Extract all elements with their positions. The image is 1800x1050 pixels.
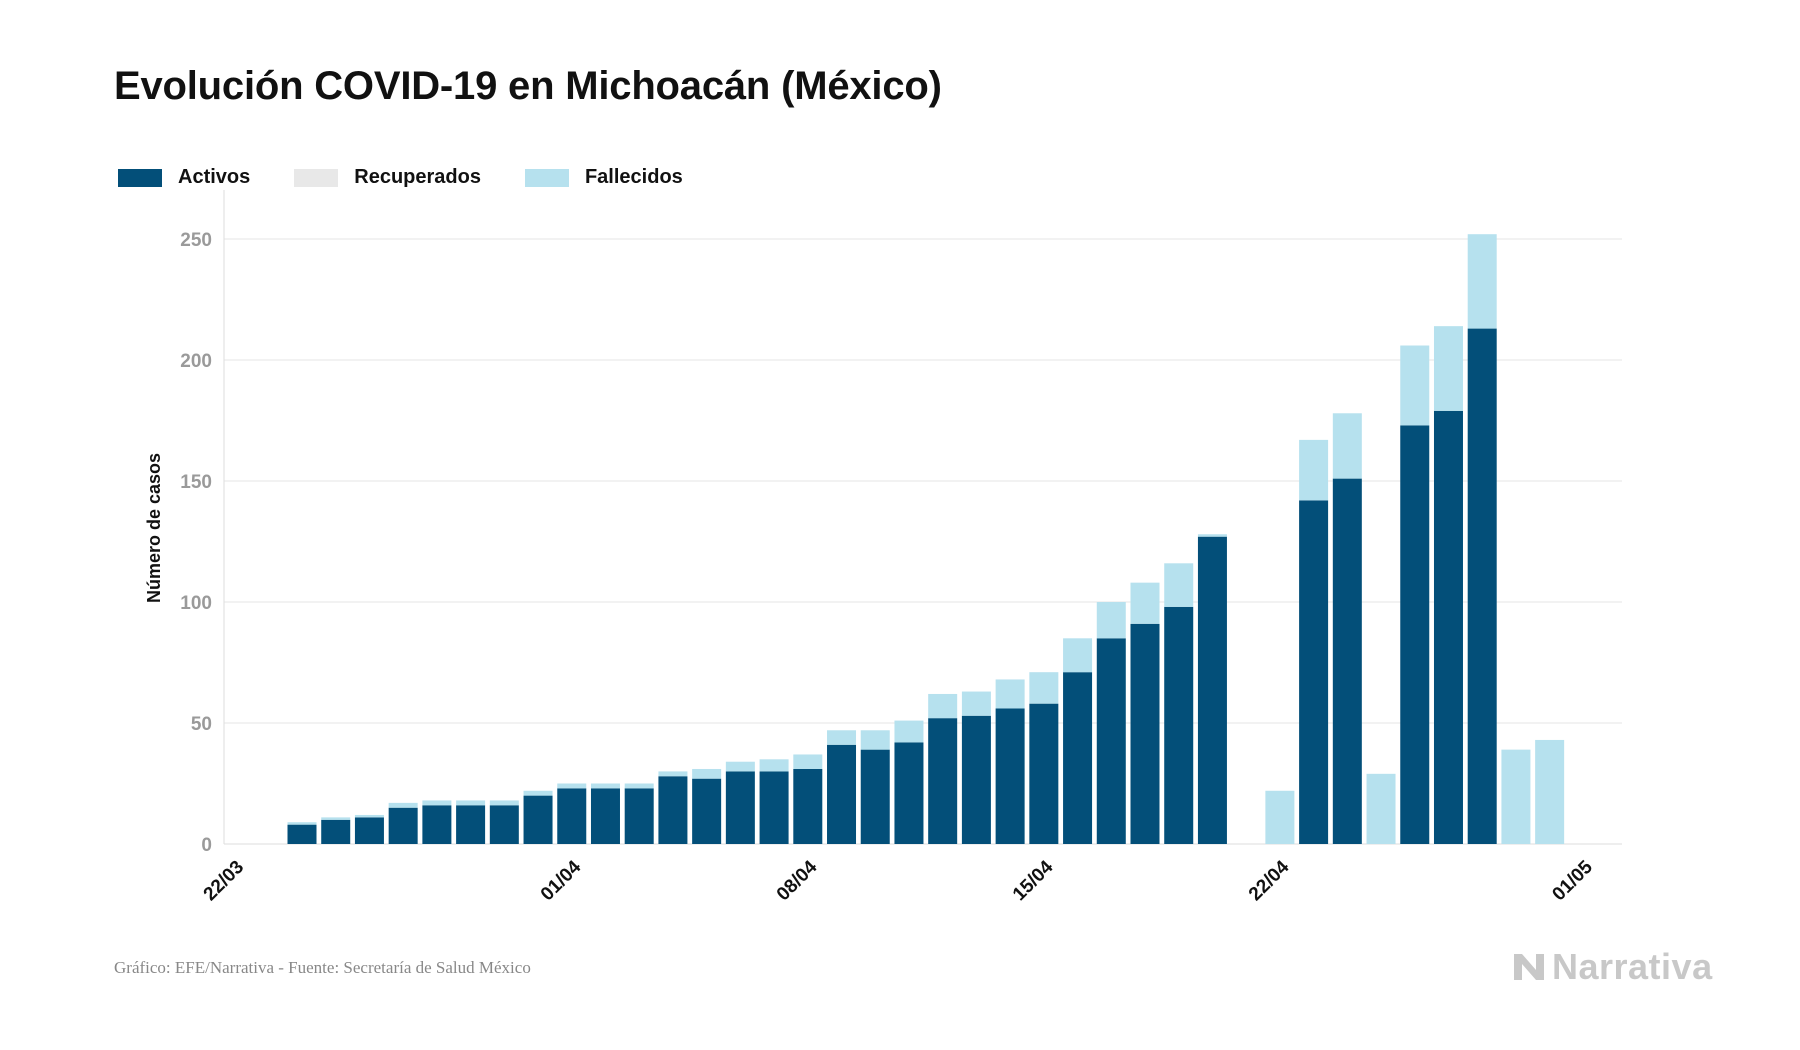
bar-fallecidos bbox=[1366, 773, 1396, 844]
bar-fallecidos bbox=[1164, 563, 1194, 607]
bar-activos bbox=[928, 718, 958, 844]
bar-fallecidos bbox=[456, 800, 486, 806]
bar-fallecidos bbox=[354, 814, 384, 818]
legend-label-recuperados: Recuperados bbox=[354, 166, 481, 188]
y-axis-label: Número de casos bbox=[144, 453, 164, 603]
bar-fallecidos bbox=[725, 761, 755, 772]
bar-activos bbox=[1130, 623, 1160, 844]
bar-fallecidos bbox=[827, 730, 857, 745]
x-tick-label: 08/04 bbox=[773, 856, 822, 905]
bar-activos bbox=[321, 819, 351, 844]
legend-label-fallecidos: Fallecidos bbox=[584, 166, 683, 188]
bar-fallecidos bbox=[523, 790, 553, 796]
y-tick-label: 250 bbox=[180, 230, 212, 251]
legend-item-activos: Activos bbox=[118, 166, 250, 189]
x-tick-label: 01/05 bbox=[1548, 856, 1597, 905]
source-footer: Gráfico: EFE/Narrativa - Fuente: Secreta… bbox=[114, 958, 531, 977]
bar-activos bbox=[1029, 703, 1059, 844]
bar-activos bbox=[1467, 328, 1497, 844]
bar-activos bbox=[692, 778, 722, 844]
bar-activos bbox=[827, 744, 857, 844]
bar-fallecidos bbox=[287, 822, 317, 825]
bar-fallecidos bbox=[1096, 602, 1126, 639]
bar-activos bbox=[1332, 478, 1362, 844]
bar-activos bbox=[590, 788, 620, 844]
bar-fallecidos bbox=[1130, 582, 1160, 624]
legend-item-fallecidos: Fallecidos bbox=[524, 166, 683, 189]
bar-fallecidos bbox=[1433, 326, 1463, 411]
bar-activos bbox=[894, 742, 924, 844]
bar-fallecidos bbox=[692, 768, 722, 779]
bar-fallecidos bbox=[759, 759, 789, 772]
bar-fallecidos bbox=[624, 783, 654, 789]
bar-fallecidos bbox=[590, 783, 620, 789]
bar-fallecidos bbox=[961, 691, 991, 716]
y-tick-label: 100 bbox=[180, 593, 212, 614]
bar-activos bbox=[793, 768, 823, 844]
x-tick-label: 22/04 bbox=[1245, 856, 1294, 905]
y-tick-label: 200 bbox=[180, 351, 212, 372]
bar-fallecidos bbox=[388, 802, 418, 808]
bar-fallecidos bbox=[321, 817, 351, 820]
bar-fallecidos bbox=[995, 679, 1025, 709]
legend-swatch-activos bbox=[118, 168, 162, 187]
y-tick-label: 0 bbox=[201, 835, 212, 856]
bar-activos bbox=[1063, 672, 1093, 844]
bar-fallecidos bbox=[557, 783, 587, 789]
bar-fallecidos bbox=[489, 800, 519, 806]
bar-fallecidos bbox=[1299, 439, 1329, 501]
bar-fallecidos bbox=[793, 754, 823, 769]
bar-activos bbox=[759, 771, 789, 844]
legend: Activos Recuperados Fallecidos bbox=[118, 166, 683, 189]
bar-activos bbox=[287, 824, 317, 844]
bar-fallecidos bbox=[1197, 534, 1227, 537]
bar-activos bbox=[1433, 410, 1463, 844]
bar-fallecidos bbox=[1029, 672, 1059, 704]
bar-activos bbox=[456, 805, 486, 844]
bar-activos bbox=[1197, 536, 1227, 844]
y-tick-label: 150 bbox=[180, 472, 212, 493]
legend-swatch-fallecidos bbox=[524, 168, 569, 187]
bar-fallecidos bbox=[860, 730, 890, 750]
logo-text: Narrativa bbox=[1552, 946, 1713, 987]
bar-activos bbox=[523, 795, 553, 844]
bar-activos bbox=[1400, 425, 1430, 844]
bar-activos bbox=[422, 805, 452, 844]
bar-activos bbox=[1299, 500, 1329, 844]
bar-fallecidos bbox=[1332, 413, 1362, 479]
bar-fallecidos bbox=[658, 771, 688, 777]
bar-activos bbox=[354, 817, 384, 844]
bar-fallecidos bbox=[928, 693, 958, 719]
bar-activos bbox=[1096, 638, 1126, 844]
bar-activos bbox=[1164, 606, 1194, 844]
bar-fallecidos bbox=[1400, 345, 1430, 426]
bar-activos bbox=[725, 771, 755, 844]
bar-activos bbox=[388, 807, 418, 844]
legend-swatch-recuperados bbox=[294, 168, 339, 187]
bar-activos bbox=[489, 805, 519, 844]
bar-activos bbox=[557, 788, 587, 844]
bar-activos bbox=[961, 715, 991, 844]
narrativa-logo-icon bbox=[1514, 954, 1544, 980]
bar-activos bbox=[658, 776, 688, 844]
x-tick-label: 22/03 bbox=[200, 857, 248, 905]
x-tick-label: 15/04 bbox=[1009, 856, 1058, 905]
bar-activos bbox=[624, 788, 654, 844]
narrativa-logo: Narrativa bbox=[1512, 946, 1713, 988]
bar-fallecidos bbox=[1501, 749, 1531, 844]
legend-label-activos: Activos bbox=[178, 166, 251, 188]
bar-fallecidos bbox=[1467, 234, 1497, 329]
bar-activos bbox=[995, 708, 1025, 844]
legend-item-recuperados: Recuperados bbox=[294, 166, 481, 189]
bar-fallecidos bbox=[894, 720, 924, 743]
bar-fallecidos bbox=[422, 800, 452, 806]
bar-activos bbox=[860, 749, 890, 844]
chart-title: Evolución COVID-19 en Michoacán (México) bbox=[114, 64, 942, 108]
y-tick-label: 50 bbox=[191, 714, 212, 735]
bar-fallecidos bbox=[1265, 790, 1295, 844]
x-tick-label: 01/04 bbox=[537, 856, 586, 905]
bar-fallecidos bbox=[1063, 638, 1093, 673]
bar-fallecidos bbox=[1535, 739, 1565, 844]
